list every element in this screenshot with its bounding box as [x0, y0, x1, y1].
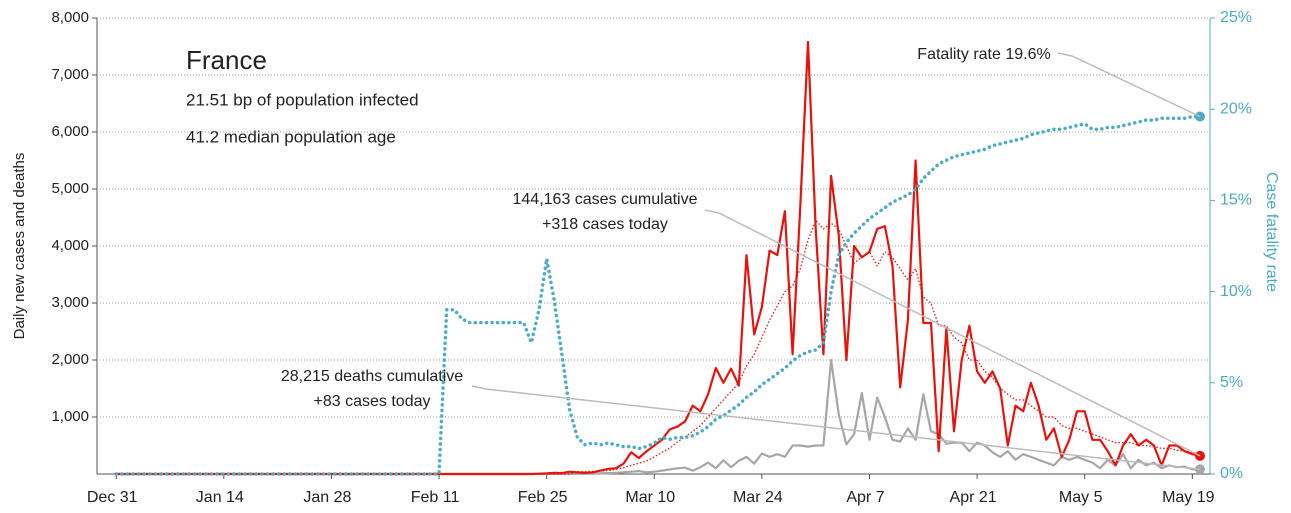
x-tick-label: Mar 24	[733, 489, 783, 506]
y2-tick-label: 10%	[1220, 283, 1252, 300]
y2-tick-label: 20%	[1220, 100, 1252, 117]
y-tick-label: 7,000	[51, 66, 89, 83]
y2-tick-label: 5%	[1220, 374, 1243, 391]
y-tick-label: 3,000	[51, 294, 89, 311]
y-tick-label: 1,000	[51, 408, 89, 425]
annotation: +83 cases today	[314, 393, 431, 410]
x-tick-label: Apr 21	[950, 489, 997, 506]
annotation: Fatality rate 19.6%	[917, 46, 1050, 63]
leader-line	[704, 209, 1201, 457]
y-tick-label: 5,000	[51, 180, 89, 197]
subtitle: 41.2 median population age	[186, 127, 396, 146]
annotation: +318 cases today	[542, 216, 668, 233]
x-tick-label: May 5	[1059, 489, 1103, 506]
y-tick-label: 2,000	[51, 351, 89, 368]
x-tick-label: Feb 25	[518, 489, 568, 506]
x-tick-label: Jan 14	[196, 489, 244, 506]
chart-title: France	[186, 45, 267, 75]
x-tick-label: May 19	[1162, 489, 1215, 506]
y2-axis-title: Case fatality rate	[1263, 172, 1280, 292]
subtitle: 21.51 bp of population infected	[186, 90, 419, 109]
line	[114, 114, 1202, 476]
x-tick-label: Jan 28	[303, 489, 351, 506]
y-axis-title: Daily new cases and deaths	[11, 153, 28, 340]
y-tick-label: 6,000	[51, 123, 89, 140]
line	[116, 219, 1201, 475]
x-tick-label: Apr 7	[846, 489, 884, 506]
y-tick-label: 4,000	[51, 237, 89, 254]
leader-line	[1057, 52, 1201, 118]
y2-tick-label: 15%	[1220, 192, 1252, 209]
annotation: 144,163 cases cumulative	[513, 191, 698, 208]
y-tick-label: 8,000	[51, 9, 89, 26]
y2-tick-label: 25%	[1220, 9, 1252, 26]
annotation: 28,215 deaths cumulative	[281, 368, 463, 385]
x-tick-label: Mar 10	[625, 489, 675, 506]
x-tick-label: Dec 31	[87, 489, 138, 506]
y2-tick-label: 0%	[1220, 465, 1243, 482]
leader-line	[471, 385, 1201, 471]
x-tick-label: Feb 11	[411, 489, 460, 506]
